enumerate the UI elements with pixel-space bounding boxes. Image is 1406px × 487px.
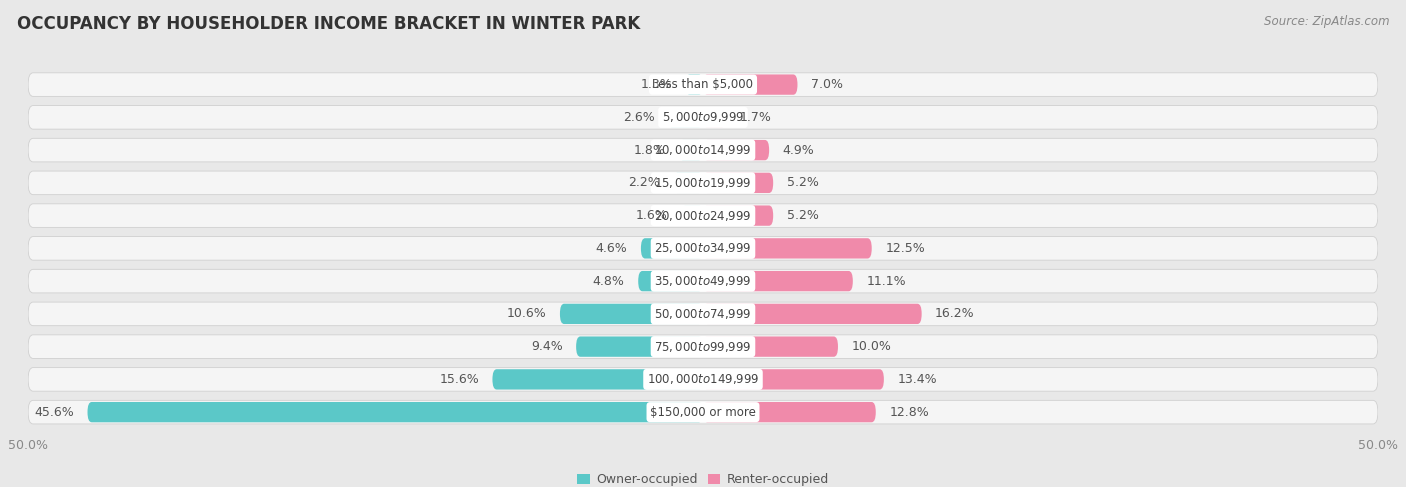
FancyBboxPatch shape bbox=[560, 304, 703, 324]
FancyBboxPatch shape bbox=[703, 107, 725, 128]
Text: 9.4%: 9.4% bbox=[531, 340, 562, 353]
FancyBboxPatch shape bbox=[703, 304, 922, 324]
FancyBboxPatch shape bbox=[703, 369, 884, 390]
Text: 5.2%: 5.2% bbox=[787, 176, 818, 189]
FancyBboxPatch shape bbox=[703, 402, 876, 422]
Text: 7.0%: 7.0% bbox=[811, 78, 844, 91]
FancyBboxPatch shape bbox=[703, 173, 773, 193]
Text: $5,000 to $9,999: $5,000 to $9,999 bbox=[662, 111, 744, 124]
Text: $100,000 to $149,999: $100,000 to $149,999 bbox=[647, 373, 759, 386]
FancyBboxPatch shape bbox=[87, 402, 703, 422]
Text: 2.6%: 2.6% bbox=[623, 111, 654, 124]
FancyBboxPatch shape bbox=[673, 173, 703, 193]
Text: 12.5%: 12.5% bbox=[886, 242, 925, 255]
FancyBboxPatch shape bbox=[492, 369, 703, 390]
Text: 4.6%: 4.6% bbox=[596, 242, 627, 255]
Text: 10.6%: 10.6% bbox=[506, 307, 547, 320]
Text: 13.4%: 13.4% bbox=[897, 373, 936, 386]
Text: $75,000 to $99,999: $75,000 to $99,999 bbox=[654, 339, 752, 354]
FancyBboxPatch shape bbox=[703, 140, 769, 160]
FancyBboxPatch shape bbox=[703, 206, 773, 226]
Text: $50,000 to $74,999: $50,000 to $74,999 bbox=[654, 307, 752, 321]
Text: 11.1%: 11.1% bbox=[866, 275, 905, 288]
FancyBboxPatch shape bbox=[28, 400, 1378, 424]
Text: 5.2%: 5.2% bbox=[787, 209, 818, 222]
Text: $35,000 to $49,999: $35,000 to $49,999 bbox=[654, 274, 752, 288]
Text: $20,000 to $24,999: $20,000 to $24,999 bbox=[654, 208, 752, 223]
Text: Source: ZipAtlas.com: Source: ZipAtlas.com bbox=[1264, 15, 1389, 28]
Text: 10.0%: 10.0% bbox=[852, 340, 891, 353]
FancyBboxPatch shape bbox=[28, 269, 1378, 293]
FancyBboxPatch shape bbox=[703, 337, 838, 357]
FancyBboxPatch shape bbox=[28, 73, 1378, 96]
Text: $15,000 to $19,999: $15,000 to $19,999 bbox=[654, 176, 752, 190]
Text: $25,000 to $34,999: $25,000 to $34,999 bbox=[654, 242, 752, 255]
Text: 4.9%: 4.9% bbox=[783, 144, 814, 157]
FancyBboxPatch shape bbox=[28, 106, 1378, 129]
Text: 1.8%: 1.8% bbox=[633, 144, 665, 157]
FancyBboxPatch shape bbox=[703, 271, 853, 291]
FancyBboxPatch shape bbox=[641, 238, 703, 259]
FancyBboxPatch shape bbox=[28, 302, 1378, 326]
FancyBboxPatch shape bbox=[668, 107, 703, 128]
Text: 1.7%: 1.7% bbox=[740, 111, 772, 124]
FancyBboxPatch shape bbox=[686, 75, 703, 95]
Legend: Owner-occupied, Renter-occupied: Owner-occupied, Renter-occupied bbox=[578, 473, 828, 487]
FancyBboxPatch shape bbox=[28, 335, 1378, 358]
FancyBboxPatch shape bbox=[576, 337, 703, 357]
FancyBboxPatch shape bbox=[28, 138, 1378, 162]
FancyBboxPatch shape bbox=[703, 238, 872, 259]
Text: OCCUPANCY BY HOUSEHOLDER INCOME BRACKET IN WINTER PARK: OCCUPANCY BY HOUSEHOLDER INCOME BRACKET … bbox=[17, 15, 640, 33]
FancyBboxPatch shape bbox=[28, 368, 1378, 391]
Text: 15.6%: 15.6% bbox=[439, 373, 479, 386]
Text: 12.8%: 12.8% bbox=[889, 406, 929, 419]
FancyBboxPatch shape bbox=[682, 206, 703, 226]
FancyBboxPatch shape bbox=[28, 237, 1378, 260]
Text: $150,000 or more: $150,000 or more bbox=[650, 406, 756, 419]
Text: Less than $5,000: Less than $5,000 bbox=[652, 78, 754, 91]
FancyBboxPatch shape bbox=[679, 140, 703, 160]
FancyBboxPatch shape bbox=[28, 204, 1378, 227]
Text: 1.3%: 1.3% bbox=[640, 78, 672, 91]
Text: 4.8%: 4.8% bbox=[593, 275, 624, 288]
FancyBboxPatch shape bbox=[28, 171, 1378, 195]
Text: 45.6%: 45.6% bbox=[34, 406, 75, 419]
FancyBboxPatch shape bbox=[703, 75, 797, 95]
FancyBboxPatch shape bbox=[638, 271, 703, 291]
Text: $10,000 to $14,999: $10,000 to $14,999 bbox=[654, 143, 752, 157]
Text: 1.6%: 1.6% bbox=[636, 209, 668, 222]
Text: 2.2%: 2.2% bbox=[628, 176, 659, 189]
Text: 16.2%: 16.2% bbox=[935, 307, 974, 320]
